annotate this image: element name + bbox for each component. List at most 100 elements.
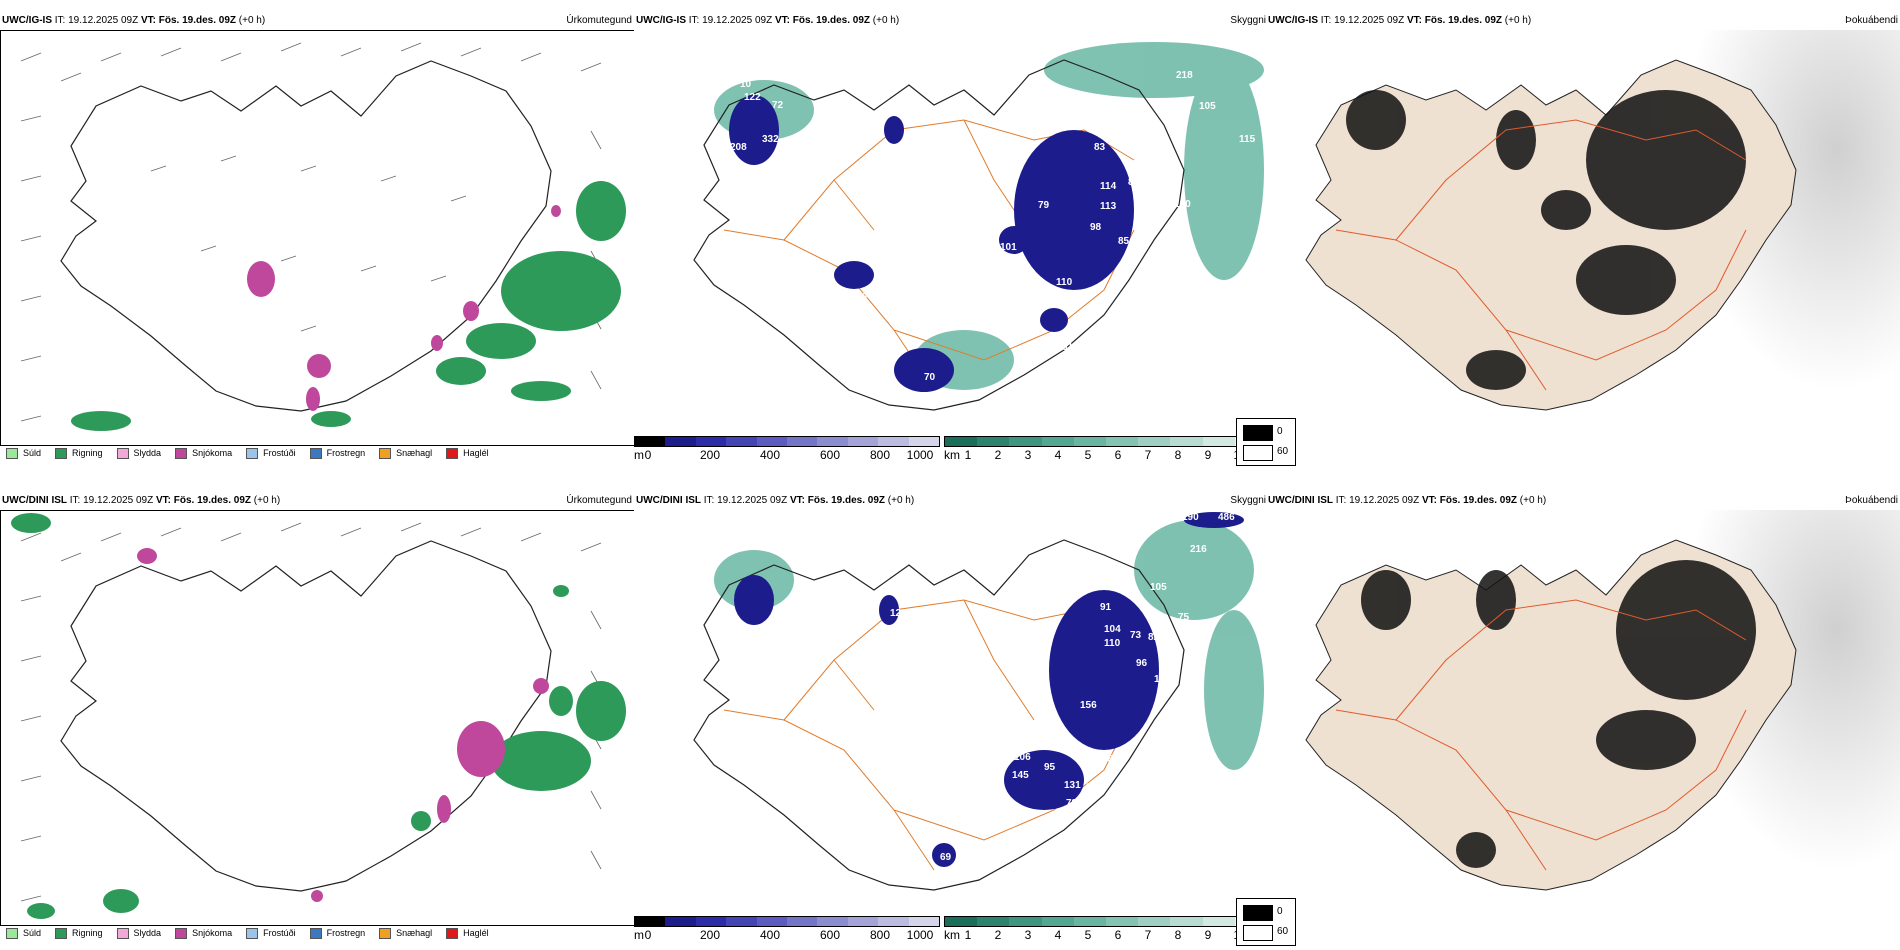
fog-legend-top-label: 0	[1277, 426, 1283, 437]
cloud-panel-top: UWC/IG-IS IT: 19.12.2025 09Z VT: Fös. 19…	[634, 12, 1268, 464]
iceland-outline	[60, 540, 552, 892]
ceiling-label: 101	[1000, 242, 1017, 253]
legend-item: Haglél	[446, 447, 489, 459]
ceiling-label: 332	[762, 134, 779, 145]
it-value: 19.12.2025 09Z	[68, 15, 139, 26]
legend-label: Frostregn	[326, 928, 366, 938]
precip-panel-bottom: UWC/DINI ISL IT: 19.12.2025 09Z VT: Fös.…	[0, 492, 636, 944]
ceiling-label: 284	[1102, 754, 1119, 765]
panel-header: UWC/IG-IS IT: 19.12.2025 09Z VT: Fös. 19…	[1266, 12, 1900, 30]
fog-legend-light	[1243, 925, 1273, 941]
model-name: UWC/DINI ISL	[1268, 495, 1333, 506]
legend-label: Haglél	[463, 928, 489, 938]
ceiling-label: 69	[940, 852, 952, 863]
legend-swatch-drizzle	[6, 927, 18, 939]
legend-label: Rigning	[72, 448, 103, 458]
ceiling-label: 114	[1100, 181, 1117, 192]
colorbar-tick: 400	[759, 448, 781, 462]
ceiling-label: 93	[1166, 232, 1178, 243]
ceiling-label: 218	[1176, 70, 1193, 81]
fog-legend-dark	[1243, 905, 1273, 921]
ceiling-labels: 218 105 115 36 83 91 101 87 82 114 113 1…	[730, 70, 1256, 405]
visibility-colorbar: km 1 2 3 4 5 6 7 8 9 10	[944, 916, 1268, 942]
colorbar-unit: m	[634, 448, 644, 462]
legend-item: Frostregn	[309, 447, 366, 459]
colorbar-tick: 800	[869, 448, 891, 462]
colorbar-ticks: km 1 2 3 4 5 6 7 8 9 10	[944, 447, 1268, 462]
fog-legend: 0 60	[1236, 418, 1296, 466]
ceiling-label: 91	[1122, 139, 1134, 150]
legend-label: Snjókoma	[192, 448, 233, 458]
precip-map	[0, 510, 636, 926]
colorbar-ticks: m 0 200 400 600 800 1000	[634, 927, 940, 942]
panel-header: UWC/DINI ISL IT: 19.12.2025 09Z VT: Fös.…	[0, 492, 634, 510]
cloud-map: 218 105 115 36 83 91 101 87 82 114 113 1…	[693, 42, 1264, 411]
legend-swatch-freezing-drizzle	[246, 927, 259, 939]
ceiling-label: 106	[1014, 752, 1031, 763]
ceiling-label: 113	[1100, 201, 1117, 212]
colorbar-tick: 4	[1054, 448, 1062, 462]
fog-panel-top: UWC/IG-IS IT: 19.12.2025 09Z VT: Fös. 19…	[1236, 12, 1900, 466]
legend-label: Frostúði	[263, 448, 296, 458]
legend-swatch-snow	[175, 927, 188, 939]
ceiling-colorbar: m 0 200 400 600 800 1000	[634, 436, 940, 462]
it-value: 19.12.2025 09Z	[702, 15, 773, 26]
legend-item: Snjókoma	[175, 927, 232, 939]
colorbar-unit: km	[944, 448, 960, 462]
legend-swatch-sleet	[116, 447, 129, 459]
legend-item: Frostúði	[246, 447, 296, 459]
ceiling-label: 145	[1012, 770, 1029, 781]
cloud-map: 190 486 216 91 104 110 73 82 96 111 75 1…	[693, 512, 1264, 891]
legend-item: Súld	[6, 927, 42, 939]
ceiling-label: 486	[1218, 512, 1235, 523]
ceiling-label: 72	[772, 100, 784, 111]
colorbar-tick: 1	[964, 448, 972, 462]
legend-item: Slydda	[116, 447, 161, 459]
colorbar-gradient	[944, 436, 1268, 447]
colorbar-ticks: m 0 200 400 600 800 1000	[634, 447, 940, 462]
legend-item: Rigning	[55, 447, 103, 459]
colorbar-tick: 6	[1114, 928, 1122, 942]
legend-item: Frostregn	[309, 927, 366, 939]
colorbar-tick: 600	[819, 928, 841, 942]
colorbar-ticks: km 1 2 3 4 5 6 7 8 9 10	[944, 927, 1268, 942]
fog-roads	[1335, 599, 1747, 871]
colorbar-tick: 0	[644, 928, 652, 942]
ceiling-label: 73	[1130, 630, 1142, 641]
colorbar-tick: 9	[1204, 448, 1212, 462]
vt-value: Fös. 19.des. 09Z	[792, 15, 871, 26]
ceiling-label: 110	[1056, 277, 1073, 288]
colorbar-tick: 400	[759, 928, 781, 942]
rain-areas	[11, 513, 626, 919]
lead-time: (+0 h)	[887, 495, 915, 506]
legend-swatch-freezing-drizzle	[246, 447, 259, 459]
legend-swatch-hail	[446, 447, 459, 459]
it-value: 19.12.2025 09Z	[717, 495, 788, 506]
ceiling-label: 87	[1152, 184, 1164, 195]
legend-label: Súld	[23, 928, 42, 938]
ceiling-label: 110	[1104, 638, 1121, 649]
legend-swatch-hail	[446, 927, 459, 939]
ceiling-label: 105	[1199, 101, 1216, 112]
vt-value: Fös. 19.des. 09Z	[807, 495, 886, 506]
vt-label: VT:	[140, 15, 156, 26]
ceiling-label: 36	[1074, 98, 1086, 109]
precip-map	[0, 30, 636, 446]
fog-legend-bottom-label: 60	[1277, 926, 1289, 937]
colorbar-tick: 200	[699, 448, 721, 462]
it-label: IT:	[54, 15, 66, 26]
ceiling-label: 101	[1146, 170, 1163, 181]
colorbar-tick: 5	[1084, 928, 1092, 942]
legend-item: Snæhagl	[379, 447, 432, 459]
ceiling-label: 83	[1094, 142, 1106, 153]
vt-value: Fös. 19.des. 09Z	[1439, 495, 1518, 506]
legend-item: Rigning	[55, 927, 103, 939]
legend-label: Frostregn	[326, 448, 366, 458]
ceiling-label: 104	[1104, 624, 1121, 635]
panel-header: UWC/DINI ISL IT: 19.12.2025 09Z VT: Fös.…	[1266, 492, 1900, 510]
it-value: 19.12.2025 09Z	[83, 495, 154, 506]
colorbar-tick: 8	[1174, 448, 1182, 462]
snow-areas	[247, 205, 561, 411]
roads	[723, 599, 1135, 871]
it-label: IT:	[1320, 15, 1332, 26]
